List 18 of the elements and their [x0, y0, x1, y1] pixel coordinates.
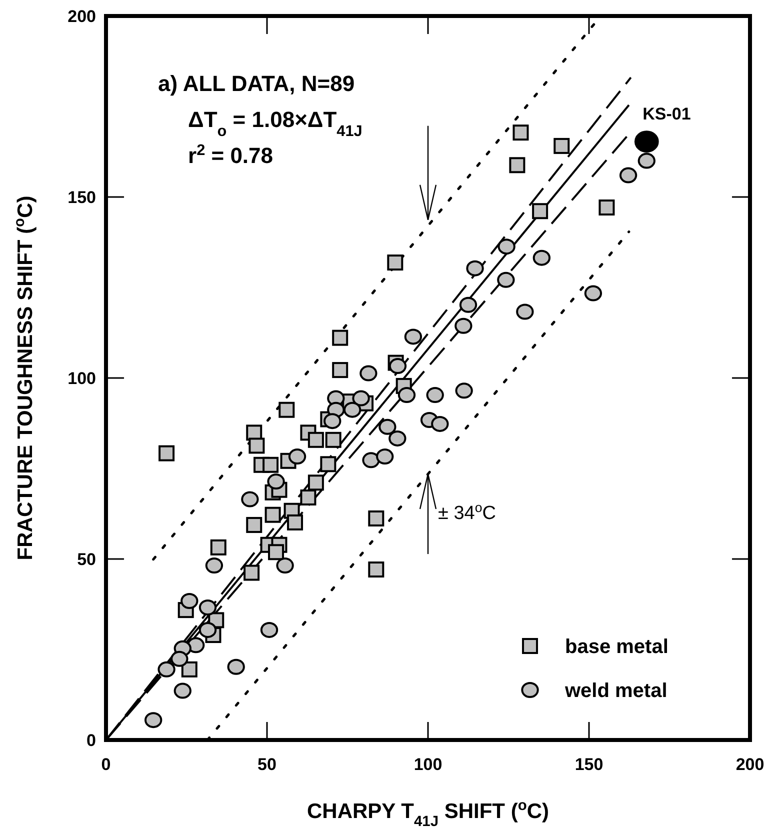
- x-tick-label: 0: [101, 755, 111, 774]
- annotation: r$^{2}$ = 0.78: [188, 142, 274, 168]
- y-tick-label: 200: [68, 7, 96, 26]
- legend-label: weld metal: [564, 680, 668, 702]
- x-tick-label: 200: [736, 755, 764, 774]
- y-tick-label: 50: [77, 550, 96, 569]
- annotation: KS-01: [642, 104, 691, 124]
- x-axis-title: CHARPY T$_{41J}$ SHIFT ($^{o}$C): [307, 798, 549, 830]
- y-tick-label: 0: [86, 731, 96, 750]
- annotation: a) ALL DATA, N=89: [158, 71, 355, 96]
- x-tick-label: 50: [258, 755, 276, 774]
- y-tick-label: 150: [68, 188, 96, 207]
- y-tick-label: 100: [68, 369, 96, 388]
- annotation: ΔT$_{o}$ = 1.08×ΔT$_{41J}$: [188, 107, 362, 140]
- x-tick-label: 100: [414, 755, 442, 774]
- annotation: ± 34$^{o}$C: [438, 500, 496, 524]
- legend-label: base metal: [565, 636, 668, 658]
- x-tick-label: 150: [574, 755, 604, 774]
